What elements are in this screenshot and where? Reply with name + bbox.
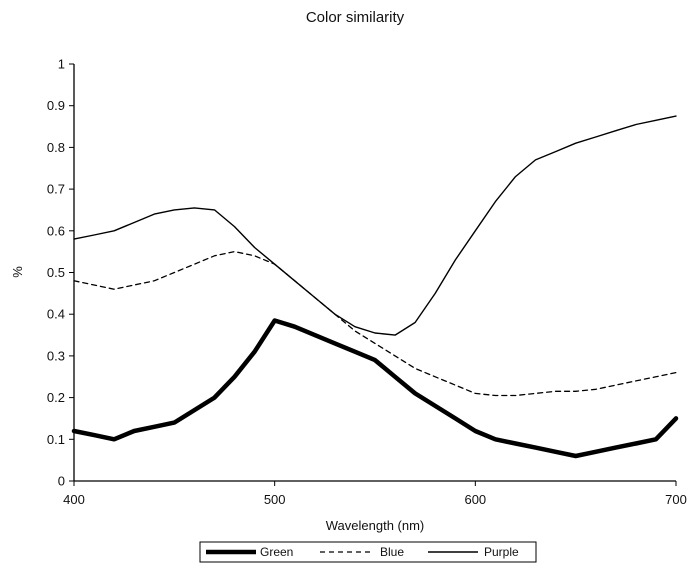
y-axis-ticks: 0 0.1 0.2 0.3 0.4 0.5 0.6 0.7 0.8 0.9 1 bbox=[47, 57, 74, 489]
y-tick-label: 0.5 bbox=[47, 265, 65, 280]
legend: Green Blue Purple bbox=[199, 541, 537, 563]
legend-purple-label: Purple bbox=[484, 545, 519, 559]
y-tick-label: 0.4 bbox=[47, 307, 65, 322]
y-axis-label: % bbox=[10, 266, 25, 278]
y-tick-label: 0.7 bbox=[47, 182, 65, 197]
y-tick-label: 0.2 bbox=[47, 390, 65, 405]
x-tick-label: 500 bbox=[264, 492, 286, 507]
x-axis-ticks: 400 500 600 700 bbox=[63, 481, 687, 507]
y-tick-label: 0.3 bbox=[47, 348, 65, 363]
y-tick-label: 0 bbox=[58, 474, 65, 489]
chart-title: Color similarity bbox=[306, 9, 405, 26]
legend-blue-label: Blue bbox=[380, 545, 404, 559]
y-tick-label: 0.9 bbox=[47, 98, 65, 113]
series-lines bbox=[71, 115, 679, 459]
series-line-green bbox=[71, 318, 679, 459]
y-tick-label: 0.1 bbox=[47, 432, 65, 447]
series-line-purple bbox=[73, 115, 677, 336]
x-tick-label: 400 bbox=[63, 492, 85, 507]
legend-green-label: Green bbox=[260, 545, 293, 559]
series-line-blue bbox=[73, 250, 677, 397]
y-tick-label: 1 bbox=[58, 57, 65, 72]
x-tick-label: 700 bbox=[665, 492, 687, 507]
x-tick-label: 600 bbox=[464, 492, 486, 507]
x-axis-label: Wavelength (nm) bbox=[326, 518, 425, 533]
y-tick-label: 0.6 bbox=[47, 223, 65, 238]
y-tick-label: 0.8 bbox=[47, 140, 65, 155]
